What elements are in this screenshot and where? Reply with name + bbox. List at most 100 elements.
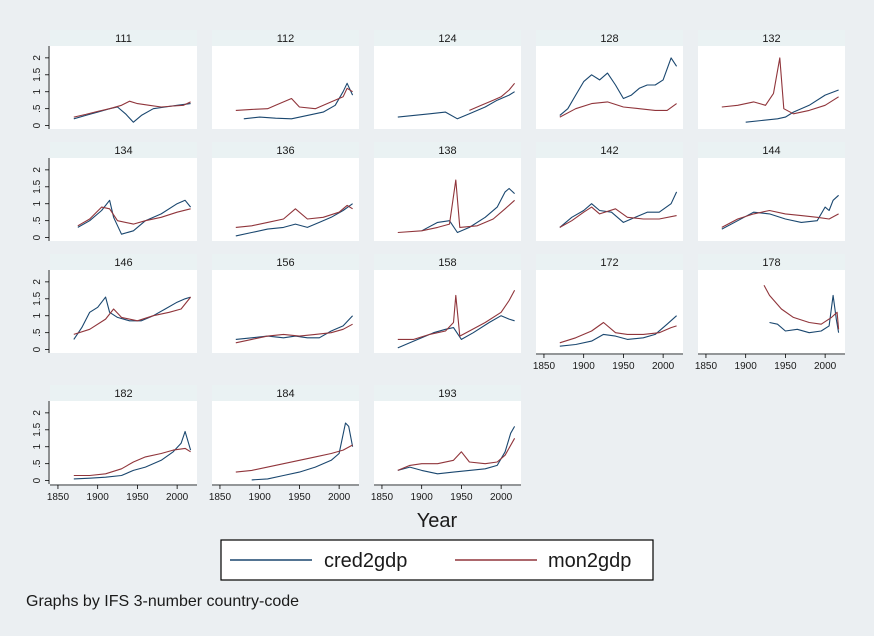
panel-156: 156 xyxy=(212,254,359,353)
panel-136: 136 xyxy=(212,142,359,241)
panel-172: 172 1850 1900 1950 2000 xyxy=(533,254,683,372)
panel-strip xyxy=(374,254,521,270)
panel-184: 184 1850 1900 1950 2000 xyxy=(209,385,359,503)
series-line-mon2gdp xyxy=(721,209,839,228)
panel-title: 158 xyxy=(438,257,456,269)
x-tick-label: 1900 xyxy=(249,492,272,503)
series-line-mon2gdp xyxy=(469,82,516,111)
panel-144: 144 xyxy=(698,142,845,241)
panel-strip xyxy=(536,30,683,46)
plot-area xyxy=(374,158,521,241)
panel-strip xyxy=(50,385,197,401)
panel-strip xyxy=(698,142,845,158)
x-tick-label: 1900 xyxy=(87,492,110,503)
panel-strip xyxy=(536,142,683,158)
panel-128: 128 xyxy=(536,30,683,129)
y-tick-label: 0 xyxy=(32,122,43,128)
panel-title: 124 xyxy=(438,33,456,45)
series-line-mon2gdp xyxy=(235,87,353,111)
panel-title: 142 xyxy=(600,145,618,157)
x-tick-label: 1950 xyxy=(450,492,473,503)
y-tick-label: 1.5 xyxy=(32,179,43,193)
y-tick-label: 0 xyxy=(32,346,43,352)
series-line-cred2gdp xyxy=(559,57,678,116)
plot-area xyxy=(212,401,359,484)
y-tick-label: 2 xyxy=(32,279,43,285)
plot-area xyxy=(50,401,197,484)
series-line-cred2gdp xyxy=(235,315,354,340)
series-line-mon2gdp xyxy=(73,447,191,477)
panel-strip xyxy=(374,142,521,158)
x-tick-label: 2000 xyxy=(490,492,513,503)
series-line-mon2gdp xyxy=(397,438,516,471)
series-line-cred2gdp xyxy=(243,82,354,120)
plot-area xyxy=(536,46,683,129)
series-line-mon2gdp xyxy=(397,290,516,340)
x-tick-label: 1850 xyxy=(371,492,394,503)
plot-area xyxy=(212,270,359,353)
x-tick-label: 2000 xyxy=(166,492,189,503)
panel-158: 158 xyxy=(374,254,521,353)
y-tick-label: 1 xyxy=(32,201,43,207)
series-line-mon2gdp xyxy=(397,179,515,234)
panel-title: 182 xyxy=(114,388,132,400)
x-tick-label: 1900 xyxy=(573,361,596,372)
panel-178: 178 1850 1900 1950 2000 xyxy=(695,254,845,372)
x-tick-label: 2000 xyxy=(814,361,837,372)
series-line-cred2gdp xyxy=(73,430,192,480)
x-tick-label: 1850 xyxy=(533,361,556,372)
x-tick-label: 1900 xyxy=(411,492,434,503)
panel-111: 111 0 .5 1 1.5 2 xyxy=(32,30,197,129)
legend: cred2gdp mon2gdp xyxy=(220,539,654,581)
x-axis-label: Year xyxy=(417,510,458,532)
y-tick-label: 1.5 xyxy=(32,291,43,305)
panel-193: 193 1850 1900 1950 2000 xyxy=(371,385,521,503)
series-line-mon2gdp xyxy=(235,444,353,473)
y-tick-label: .5 xyxy=(32,328,43,337)
y-tick-label: 2 xyxy=(32,167,43,173)
series-line-cred2gdp xyxy=(397,91,515,120)
x-tick-label: 2000 xyxy=(328,492,351,503)
panel-strip xyxy=(698,30,845,46)
series-line-cred2gdp xyxy=(251,422,354,481)
plot-area xyxy=(536,158,683,241)
plot-area xyxy=(50,46,197,129)
plot-area xyxy=(698,46,845,129)
panel-142: 142 xyxy=(536,142,683,241)
x-tick-label: 1950 xyxy=(288,492,311,503)
panel-title: 134 xyxy=(114,145,132,157)
panel-strip xyxy=(212,385,359,401)
x-tick-label: 1950 xyxy=(774,361,797,372)
panel-title: 112 xyxy=(277,33,295,45)
panel-strip xyxy=(536,254,683,270)
panel-title: 138 xyxy=(438,145,456,157)
panel-strip xyxy=(212,142,359,158)
series-line-cred2gdp xyxy=(235,203,353,237)
x-tick-label: 1850 xyxy=(209,492,232,503)
series-line-cred2gdp xyxy=(397,426,516,475)
panel-strip xyxy=(212,254,359,270)
panel-title: 172 xyxy=(600,257,618,269)
series-line-mon2gdp xyxy=(73,100,191,118)
panel-strip xyxy=(50,254,197,270)
series-line-cred2gdp xyxy=(77,199,192,235)
panel-title: 184 xyxy=(276,388,294,400)
series-line-cred2gdp xyxy=(559,315,677,347)
plot-area xyxy=(374,46,521,129)
graphs-by-note: Graphs by IFS 3-number country-code xyxy=(26,593,299,610)
panel-138: 138 xyxy=(374,142,521,241)
panel-strip xyxy=(374,385,521,401)
series-line-cred2gdp xyxy=(397,315,515,349)
panel-title: 144 xyxy=(762,145,780,157)
panel-strip xyxy=(698,254,845,270)
panel-title: 178 xyxy=(762,257,780,269)
y-tick-label: .5 xyxy=(32,216,43,225)
panel-strip xyxy=(50,142,197,158)
x-tick-label: 1850 xyxy=(695,361,718,372)
series-line-mon2gdp xyxy=(559,101,677,118)
series-line-mon2gdp xyxy=(235,204,353,228)
panel-strip xyxy=(374,30,521,46)
series-line-mon2gdp xyxy=(559,321,677,344)
y-tick-label: 2 xyxy=(32,410,43,416)
